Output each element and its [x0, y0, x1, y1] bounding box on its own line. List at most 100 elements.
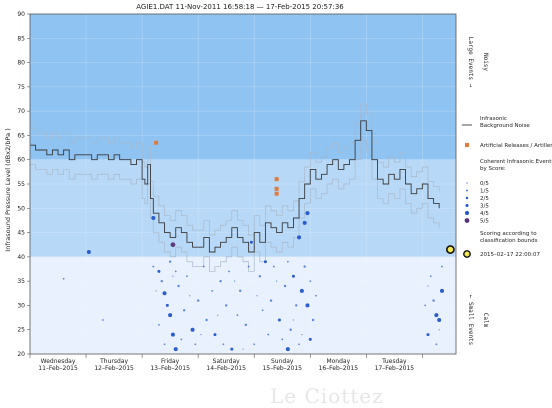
y-tick-label: 90 [17, 11, 25, 18]
y-tick-label: 80 [17, 60, 25, 67]
event-point [424, 304, 427, 307]
y-tick-label: 25 [17, 327, 25, 334]
event-point [160, 279, 163, 283]
artificial-release-marker [274, 177, 279, 182]
event-point [200, 333, 202, 336]
event-point [86, 250, 91, 254]
y-tick-label: 75 [17, 84, 25, 91]
chart-title: AGIE1.DAT 11-Nov-2011 16:58:18 — 17-Feb-… [136, 3, 344, 11]
event-point [168, 260, 172, 263]
event-point [247, 265, 250, 268]
legend-background-noise: Infrasonic Background Noise [480, 116, 530, 129]
y-tick-label: 85 [17, 35, 25, 42]
event-point [429, 275, 432, 278]
event-point [308, 337, 312, 341]
event-point [441, 265, 443, 268]
event-point [256, 295, 258, 297]
legend-score-label: 2/5 [480, 196, 489, 202]
event-point [162, 291, 167, 296]
event-point [168, 313, 173, 318]
event-point [291, 274, 295, 278]
legend-score-label: 3/5 [480, 204, 489, 210]
legend-artificial-swatch [465, 143, 469, 147]
event-point [261, 309, 264, 312]
event-point [305, 303, 310, 308]
x-tick-label-date: 17–Feb–2015 [375, 365, 415, 372]
event-point [219, 279, 222, 283]
x-tick-label-date: 11–Feb–2015 [38, 365, 78, 372]
event-point [177, 284, 180, 288]
event-point [267, 333, 270, 336]
event-point [211, 289, 214, 292]
event-point [213, 333, 217, 337]
side-labels: Large Events → Noisy ← Small Events Calm [467, 37, 489, 346]
x-tick-label-day: Wednesday [41, 358, 76, 365]
legend-score-label: 1/5 [480, 189, 489, 195]
event-point [277, 318, 281, 322]
y-axis-label: Infrasound Pressure Level (dBx2/bPa ) [4, 128, 12, 251]
artificial-release-marker [154, 140, 159, 145]
event-point [295, 304, 298, 307]
event-point [303, 265, 306, 268]
noise-lower-envelope [30, 139, 440, 272]
event-point [236, 314, 239, 317]
event-point [238, 289, 242, 293]
event-point [196, 299, 200, 302]
event-point [170, 332, 175, 337]
event-point [242, 348, 244, 350]
event-point [222, 343, 225, 346]
legend-score-label: 5/5 [480, 219, 489, 225]
event-point [297, 235, 302, 240]
legend-score-swatch [465, 204, 469, 207]
event-point [190, 327, 195, 332]
legend-artificial: Artificial Releases / Artillery [480, 143, 552, 149]
legend-score-swatch [466, 182, 468, 184]
x-tick-label-day: Sunday [271, 358, 294, 365]
event-point [305, 211, 310, 216]
calm-label: Calm [482, 313, 489, 328]
y-axis: 20 25 30 35 40 45 50 55 60 65 70 75 80 85 90 [17, 11, 30, 358]
background-noise-series [30, 103, 440, 272]
event-point [163, 343, 166, 346]
event-point [151, 216, 156, 220]
x-tick-label-day: Thursday [99, 358, 128, 365]
event-markers [62, 140, 455, 352]
x-tick-label-date: 13–Feb–2015 [150, 365, 190, 372]
band-2 [30, 14, 456, 160]
legend-score-label: 4/5 [480, 211, 489, 217]
noise-median-line [30, 120, 440, 253]
event-point [258, 275, 262, 278]
event-point [434, 313, 439, 318]
x-tick-label-date: 16–Feb–2015 [319, 365, 359, 372]
event-point [253, 343, 256, 346]
event-point [249, 240, 253, 244]
event-point [286, 260, 289, 263]
event-point [62, 277, 65, 280]
y-tick-label: 30 [17, 302, 25, 309]
event-point [314, 294, 317, 297]
event-point [285, 347, 290, 352]
legend-coherent: Coherent Infrasonic Events, by Score: [480, 159, 552, 172]
x-tick-label-date: 15–Feb–2015 [262, 365, 302, 372]
x-tick-label-date: 14–Feb–2015 [206, 365, 246, 372]
legend-score-swatch [465, 196, 469, 200]
event-point [230, 347, 234, 351]
event-point [155, 290, 157, 292]
y-tick-label: 45 [17, 230, 25, 237]
event-point [311, 318, 315, 322]
legend-scoring-note: Scoring according to classification bound… [480, 231, 538, 244]
legend-score-swatch [466, 189, 468, 192]
event-point [432, 299, 435, 302]
event-point [157, 269, 161, 273]
event-point [301, 333, 303, 336]
artificial-release-marker [274, 191, 279, 196]
legend-score-label: 0/5 [480, 181, 489, 187]
y-tick-label: 50 [17, 205, 25, 212]
legend-latest-swatch [463, 250, 471, 258]
event-point [309, 280, 312, 283]
event-point [194, 343, 197, 346]
event-point [202, 265, 205, 268]
event-point [158, 323, 160, 326]
